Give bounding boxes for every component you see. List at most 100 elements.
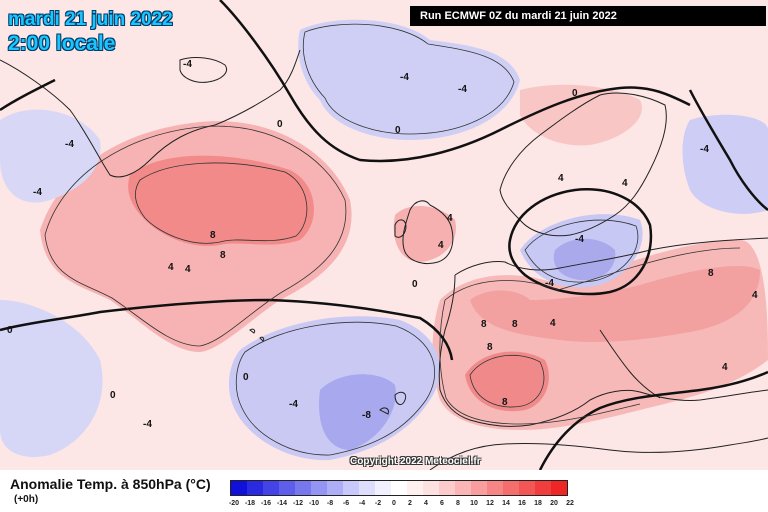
- contour-label: -4: [400, 72, 409, 83]
- color-scale-tick: 16: [518, 500, 526, 507]
- contour-label: 4: [447, 213, 453, 224]
- contour-label: 4: [438, 240, 444, 251]
- contour-west: [0, 298, 454, 361]
- contour-label: 0: [572, 88, 578, 99]
- warm-patch-uk: [393, 205, 456, 262]
- coast-continent: [438, 237, 768, 427]
- color-scale-cell: [327, 481, 343, 495]
- color-scale-cell: [279, 481, 295, 495]
- coast-canaries: [379, 391, 407, 415]
- contour-label: 8: [220, 250, 226, 261]
- iso-4-europe: [439, 247, 741, 425]
- color-scale-cell: [503, 481, 519, 495]
- lead-time: (+0h): [14, 494, 39, 505]
- color-scale-cell: [487, 481, 503, 495]
- color-scale-tick: 0: [392, 500, 396, 507]
- color-scale-cell: [519, 481, 535, 495]
- cold-core-east-atlantic: [319, 374, 396, 450]
- contour-label: 4: [722, 362, 728, 373]
- color-scale-cell: [263, 481, 279, 495]
- color-scale-cell: [231, 481, 247, 495]
- anomaly-fields: [0, 19, 768, 461]
- cold-anomaly-greenland-north: [298, 19, 520, 141]
- color-scale-tick: 8: [456, 500, 460, 507]
- color-scale-cell: [439, 481, 455, 495]
- contour-label: 0: [110, 390, 116, 401]
- color-scale-tick: -6: [342, 500, 350, 507]
- color-scale-tick: 12: [486, 500, 494, 507]
- cold-anomaly-west: [0, 109, 101, 203]
- color-scale-tick: -2: [374, 500, 382, 507]
- geopotential-contours: [0, 0, 768, 471]
- color-scale-ticks: -20 -18 -16 -14 -12 -10 -8 -6 -4 -2 0 2 4 6 8 10 12 14 16 1…: [229, 500, 574, 512]
- coast-north-africa: [429, 437, 768, 471]
- color-scale-cell: [455, 481, 471, 495]
- contour-south: [538, 370, 768, 471]
- contour-label: -8: [362, 410, 371, 421]
- contour-label: -4: [289, 399, 298, 410]
- model-run-banner: Run ECMWF 0Z du mardi 21 juin 2022: [410, 6, 766, 26]
- color-scale-cell: [375, 481, 391, 495]
- coast-greenland: [0, 49, 301, 178]
- color-scale-tick: -4: [358, 500, 366, 507]
- color-scale: [230, 480, 568, 496]
- color-scale-tick: 22: [566, 500, 574, 507]
- color-scale-tick: 18: [534, 500, 542, 507]
- contour-label: -4: [575, 234, 584, 245]
- contour-scandinavian-low: [508, 188, 653, 296]
- contour-label: -4: [183, 59, 192, 70]
- contour-label: 8: [512, 319, 518, 330]
- color-scale-tick: 14: [502, 500, 510, 507]
- iso-neg4-atlantic: [235, 321, 435, 456]
- warm-core-atlantic: [128, 155, 314, 246]
- warm-core-central-europe: [470, 265, 760, 342]
- contour-label: 4: [752, 290, 758, 301]
- contour-label: -4: [143, 419, 152, 430]
- anomaly-isolines: [44, 23, 741, 456]
- color-scale-tick: 4: [424, 500, 428, 507]
- coast-uk: [394, 200, 454, 265]
- color-scale-cell: [343, 481, 359, 495]
- contour-northwest: [0, 78, 56, 112]
- color-scale-tick: -8: [326, 500, 334, 507]
- coast-azores: [249, 328, 265, 342]
- coastlines: [0, 49, 768, 471]
- parameter-title: Anomalie Temp. à 850hPa (°C): [10, 476, 211, 492]
- coast-scandinavia: [499, 92, 667, 237]
- map-date-title: mardi 21 juin 2022: [8, 9, 173, 30]
- copyright-notice: Copyright 2022 Meteociel.fr: [350, 456, 481, 467]
- iso-neg4-scandinavia: [524, 219, 639, 283]
- color-scale-tick: 10: [470, 500, 478, 507]
- color-scale-tick: 2: [408, 500, 412, 507]
- color-scale-cell: [423, 481, 439, 495]
- map-time-title: 2:00 locale: [8, 32, 116, 55]
- iso-8-atlantic: [135, 162, 308, 244]
- contour-value-labels: -4 -4 -4 0 0 -4 -4 4 8 8 4 0 0 0 -4 -4 -…: [7, 59, 758, 430]
- color-scale-cell: [247, 481, 263, 495]
- coast-iceland: [179, 57, 227, 83]
- contour-label: -4: [458, 84, 467, 95]
- color-scale-tick: 20: [550, 500, 558, 507]
- contour-label: 4: [168, 262, 174, 273]
- color-scale-cell: [407, 481, 423, 495]
- contour-label: 4: [622, 178, 628, 189]
- temperature-anomaly-map: -4 -4 -4 0 0 -4 -4 4 8 8 4 0 0 0 -4 -4 -…: [0, 0, 768, 471]
- color-scale-tick: -16: [260, 500, 272, 507]
- contour-label: 4: [550, 318, 556, 329]
- color-scale-tick: -12: [292, 500, 304, 507]
- contour-label: 0: [7, 325, 13, 336]
- color-scale-cell: [391, 481, 407, 495]
- contour-label: -4: [33, 187, 42, 198]
- contour-label: 4: [185, 264, 191, 275]
- cold-anomaly-southwest: [0, 300, 103, 458]
- warm-patch-north: [520, 84, 642, 146]
- color-scale-tick: -14: [276, 500, 288, 507]
- color-scale-tick: -18: [244, 500, 256, 507]
- iso-neg4-north: [302, 23, 515, 135]
- color-scale-tick: 6: [440, 500, 444, 507]
- contour-label: 4: [558, 173, 564, 184]
- color-scale-cell: [311, 481, 327, 495]
- color-scale-tick: -10: [308, 500, 320, 507]
- contour-label: 8: [210, 230, 216, 241]
